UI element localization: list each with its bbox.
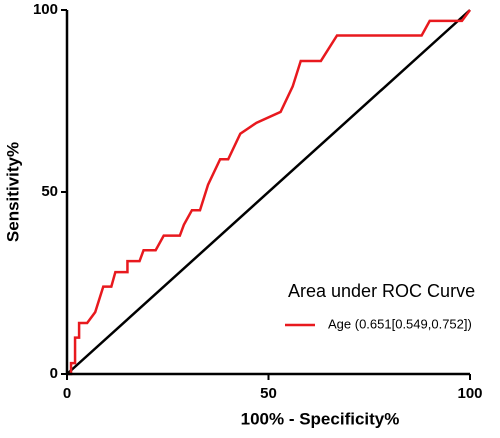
x-axis-label: 100% - Specificity% [241,409,400,428]
x-tick-label: 50 [260,385,277,402]
roc-curve [67,9,472,376]
y-tick-label: 0 [50,365,58,382]
y-tick-label: 100 [33,1,58,18]
y-axis-label: Sensitivity% [3,142,22,242]
x-tick-label: 100 [457,385,482,402]
y-tick-label: 50 [41,183,58,200]
legend-title: Area under ROC Curve [288,281,475,301]
x-tick-label: 0 [63,385,71,402]
legend-label: Age (0.651[0.549,0.752]) [328,316,472,331]
reference-line [66,9,471,375]
